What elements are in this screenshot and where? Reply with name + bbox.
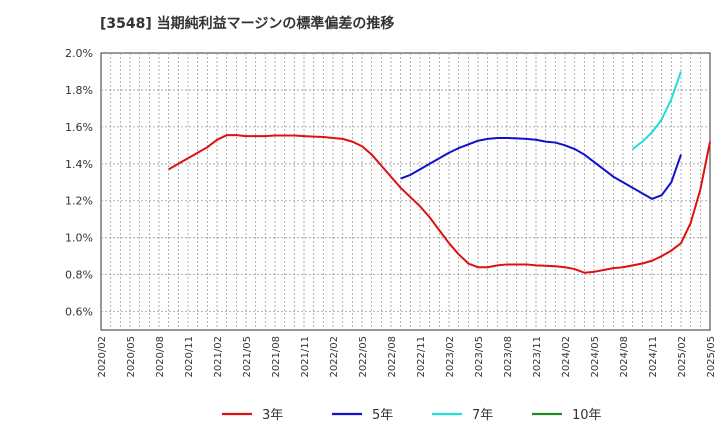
y-tick-label: 0.8% — [65, 269, 93, 282]
x-tick-label: 2022/11 — [416, 336, 427, 378]
x-tick-label: 2022/05 — [358, 336, 369, 378]
series-line-0 — [168, 134, 711, 274]
x-tick-label: 2024/02 — [561, 336, 572, 378]
legend-label: 5年 — [372, 408, 393, 423]
x-tick-label: 2025/05 — [706, 336, 717, 378]
legend-label: 3年 — [262, 408, 283, 423]
y-tick-label: 1.4% — [65, 158, 93, 171]
x-axis: 2020/02 2020/05 2020/08 2020/11 2021/02 2021/… — [97, 336, 717, 378]
y-tick-label: 1.2% — [65, 195, 93, 208]
x-tick-label: 2025/02 — [677, 336, 688, 378]
y-axis: 0.6% 0.8% 1.0% 1.2% 1.4% 1.6% 1.8% 2.0% — [65, 47, 93, 319]
x-tick-label: 2024/05 — [590, 336, 601, 378]
series-line-1 — [400, 136, 682, 200]
y-tick-label: 2.0% — [65, 47, 93, 60]
x-tick-label: 2023/05 — [474, 336, 485, 378]
series-lines — [168, 71, 711, 274]
x-tick-label: 2024/11 — [648, 336, 659, 378]
y-tick-label: 1.8% — [65, 84, 93, 97]
x-tick-label: 2022/08 — [387, 336, 398, 378]
x-tick-label: 2021/02 — [213, 336, 224, 378]
x-tick-label: 2021/11 — [300, 336, 311, 378]
x-tick-label: 2020/08 — [155, 336, 166, 378]
x-tick-label: 2020/05 — [126, 336, 137, 378]
chart-title: [3548] 当期純利益マージンの標準偏差の推移 — [100, 15, 394, 32]
x-tick-label: 2022/02 — [329, 336, 340, 378]
x-tick-label: 2021/08 — [271, 336, 282, 378]
legend: 3年 5年 7年 10年 — [222, 408, 602, 423]
x-tick-label: 2023/08 — [503, 336, 514, 378]
x-tick-label: 2020/02 — [97, 336, 108, 378]
series-line-2 — [632, 71, 682, 150]
legend-label: 10年 — [572, 408, 602, 423]
x-tick-label: 2023/11 — [532, 336, 543, 378]
x-tick-label: 2021/05 — [242, 336, 253, 378]
x-tick-label: 2020/11 — [184, 336, 195, 378]
y-tick-label: 1.0% — [65, 232, 93, 245]
y-tick-label: 1.6% — [65, 121, 93, 134]
x-tick-label: 2024/08 — [619, 336, 630, 378]
x-tick-label: 2023/02 — [445, 336, 456, 378]
y-tick-label: 0.6% — [65, 306, 93, 319]
legend-label: 7年 — [472, 408, 493, 423]
